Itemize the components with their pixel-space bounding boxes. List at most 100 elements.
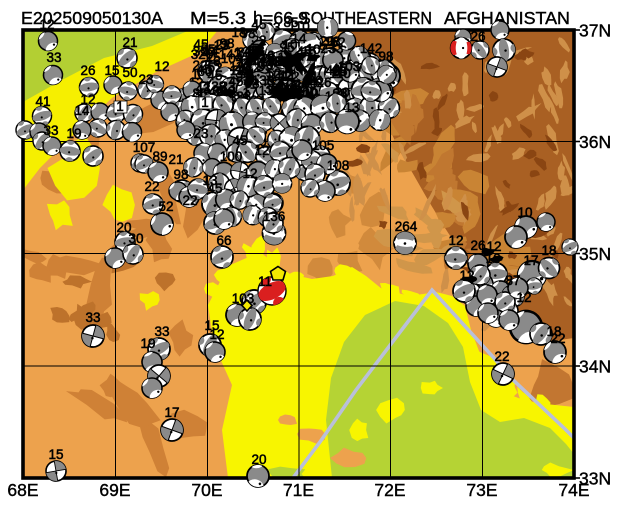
svg-text:18: 18 <box>546 324 561 339</box>
svg-text:71E: 71E <box>283 480 314 500</box>
svg-text:98: 98 <box>173 167 188 182</box>
svg-text:107: 107 <box>133 140 156 155</box>
svg-text:100: 100 <box>220 149 243 164</box>
svg-text:15: 15 <box>205 50 220 65</box>
svg-text:20: 20 <box>116 220 131 235</box>
svg-text:26: 26 <box>316 75 331 90</box>
svg-text:95: 95 <box>257 59 272 74</box>
svg-text:22: 22 <box>182 193 197 208</box>
svg-text:45: 45 <box>251 17 266 32</box>
svg-text:98: 98 <box>378 49 393 64</box>
svg-text:142: 142 <box>360 41 383 56</box>
svg-text:12: 12 <box>39 17 54 32</box>
svg-text:22: 22 <box>144 179 159 194</box>
svg-text:52: 52 <box>330 35 345 50</box>
svg-text:95: 95 <box>279 40 294 55</box>
svg-text:103: 103 <box>338 59 361 74</box>
svg-text:26: 26 <box>470 29 485 44</box>
svg-text:33: 33 <box>258 57 273 72</box>
svg-text:85: 85 <box>332 64 347 79</box>
svg-text:108: 108 <box>327 158 350 173</box>
svg-text:85: 85 <box>283 15 298 30</box>
svg-text:105: 105 <box>312 138 335 153</box>
svg-text:15: 15 <box>204 318 219 333</box>
svg-text:104: 104 <box>221 51 244 66</box>
svg-text:21: 21 <box>122 35 137 50</box>
svg-text:74E: 74E <box>558 480 589 500</box>
svg-text:320: 320 <box>193 44 216 59</box>
svg-text:16: 16 <box>485 251 500 266</box>
svg-text:52: 52 <box>207 60 222 75</box>
svg-text:22: 22 <box>215 37 230 52</box>
svg-text:12: 12 <box>242 166 257 181</box>
svg-text:33: 33 <box>43 123 58 138</box>
svg-text:23: 23 <box>320 41 335 56</box>
svg-text:1: 1 <box>116 99 124 114</box>
svg-text:45: 45 <box>207 68 222 83</box>
svg-text:98: 98 <box>240 26 255 41</box>
svg-text:12: 12 <box>154 59 169 74</box>
svg-text:98: 98 <box>219 36 234 51</box>
svg-text:33: 33 <box>46 50 61 65</box>
svg-text:110: 110 <box>288 19 310 34</box>
svg-text:12: 12 <box>459 268 474 283</box>
svg-text:138: 138 <box>204 79 227 94</box>
svg-text:14: 14 <box>74 103 90 118</box>
svg-text:34N: 34N <box>579 356 611 376</box>
svg-text:14: 14 <box>203 43 219 58</box>
svg-text:45: 45 <box>232 133 247 148</box>
svg-text:22: 22 <box>192 58 207 73</box>
svg-text:98: 98 <box>325 34 340 49</box>
svg-text:45: 45 <box>193 37 208 52</box>
svg-text:11: 11 <box>258 274 272 289</box>
svg-text:33N: 33N <box>579 468 611 488</box>
svg-text:12: 12 <box>259 49 274 64</box>
svg-text:87: 87 <box>505 273 520 288</box>
svg-text:89: 89 <box>152 149 167 164</box>
svg-text:12: 12 <box>254 143 269 158</box>
svg-text:37N: 37N <box>579 20 611 40</box>
svg-text:110: 110 <box>329 66 351 81</box>
svg-text:33: 33 <box>85 310 100 325</box>
svg-text:43: 43 <box>195 81 210 96</box>
svg-text:52: 52 <box>266 66 281 81</box>
svg-text:12: 12 <box>516 290 531 305</box>
svg-text:60: 60 <box>197 64 212 79</box>
svg-text:13: 13 <box>202 173 217 188</box>
svg-text:16: 16 <box>259 48 274 63</box>
svg-text:16: 16 <box>205 54 220 69</box>
svg-text:17: 17 <box>242 85 257 100</box>
svg-text:142: 142 <box>219 47 242 62</box>
svg-text:73E: 73E <box>466 480 497 500</box>
svg-text:12: 12 <box>209 327 224 342</box>
svg-text:43: 43 <box>234 61 249 76</box>
svg-text:45: 45 <box>196 62 211 77</box>
svg-text:23: 23 <box>193 126 208 141</box>
svg-text:136: 136 <box>263 209 286 224</box>
svg-text:M=5.3: M=5.3 <box>190 8 246 28</box>
svg-text:15: 15 <box>48 447 63 462</box>
svg-text:45: 45 <box>228 74 243 89</box>
svg-text:E202509050130A: E202509050130A <box>21 8 163 28</box>
svg-text:72E: 72E <box>374 480 405 500</box>
svg-text:13: 13 <box>213 38 228 53</box>
svg-text:45: 45 <box>207 181 222 196</box>
svg-text:19: 19 <box>66 126 81 141</box>
svg-text:15: 15 <box>104 63 119 78</box>
svg-text:1: 1 <box>201 95 209 110</box>
svg-text:10: 10 <box>331 64 346 79</box>
svg-text:22: 22 <box>550 331 565 346</box>
svg-text:43: 43 <box>325 63 340 78</box>
svg-text:36N: 36N <box>579 132 611 152</box>
svg-text:264: 264 <box>395 219 418 234</box>
svg-text:12: 12 <box>448 233 463 248</box>
svg-text:10: 10 <box>282 37 297 52</box>
svg-text:103: 103 <box>232 291 255 306</box>
svg-text:320: 320 <box>191 47 214 62</box>
svg-text:20: 20 <box>319 34 334 49</box>
svg-text:AFGHANISTAN: AFGHANISTAN <box>444 8 570 28</box>
svg-text:12: 12 <box>80 92 95 107</box>
svg-text:10: 10 <box>305 42 320 57</box>
svg-text:26: 26 <box>80 63 95 78</box>
svg-text:10: 10 <box>517 205 532 220</box>
